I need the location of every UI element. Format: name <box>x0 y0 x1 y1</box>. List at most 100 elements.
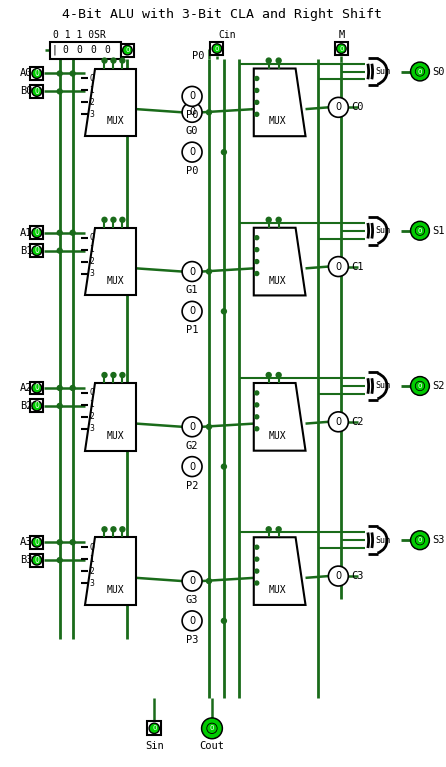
Polygon shape <box>254 383 306 451</box>
Text: 0: 0 <box>335 262 342 272</box>
Circle shape <box>120 58 125 63</box>
Text: 0: 0 <box>90 233 95 242</box>
Text: |: | <box>52 44 58 55</box>
Circle shape <box>207 723 217 733</box>
Circle shape <box>255 391 259 395</box>
Text: 0: 0 <box>34 246 39 255</box>
Text: 0 1 1 0SR: 0 1 1 0SR <box>53 30 106 40</box>
Circle shape <box>203 719 221 737</box>
Circle shape <box>33 556 41 565</box>
Text: G2: G2 <box>186 441 198 451</box>
Bar <box>30 226 43 239</box>
Circle shape <box>417 383 424 390</box>
Circle shape <box>182 571 202 591</box>
Text: 4-Bit ALU with 3-Bit CLA and Right Shift: 4-Bit ALU with 3-Bit CLA and Right Shift <box>62 8 382 21</box>
Circle shape <box>70 230 75 235</box>
Text: 1: 1 <box>90 400 94 410</box>
Circle shape <box>33 538 41 547</box>
Circle shape <box>416 226 424 235</box>
Circle shape <box>412 378 428 394</box>
Circle shape <box>57 540 62 545</box>
Circle shape <box>150 724 159 732</box>
Polygon shape <box>85 68 136 137</box>
Text: 0: 0 <box>34 538 39 547</box>
Circle shape <box>70 386 75 390</box>
Circle shape <box>276 527 281 532</box>
Text: P3: P3 <box>186 635 198 645</box>
Text: 0: 0 <box>418 383 422 389</box>
Circle shape <box>206 578 211 584</box>
Text: G1: G1 <box>186 285 198 295</box>
Circle shape <box>102 58 107 63</box>
Text: Cin: Cin <box>218 30 236 40</box>
Circle shape <box>57 71 62 76</box>
Polygon shape <box>85 383 136 451</box>
Bar <box>50 41 121 58</box>
Circle shape <box>417 68 424 75</box>
Circle shape <box>70 540 75 545</box>
Circle shape <box>182 416 202 436</box>
Text: B3: B3 <box>20 555 33 565</box>
Text: Sum: Sum <box>376 535 391 545</box>
Text: S1: S1 <box>432 225 444 235</box>
Polygon shape <box>254 228 306 295</box>
Text: 1: 1 <box>90 555 94 564</box>
Circle shape <box>328 257 348 277</box>
Text: 0: 0 <box>418 537 422 543</box>
Text: P2: P2 <box>186 481 198 491</box>
Text: S3: S3 <box>432 535 444 545</box>
Text: B0: B0 <box>20 87 33 97</box>
Text: 0: 0 <box>34 555 39 565</box>
Text: 0: 0 <box>34 401 39 410</box>
Circle shape <box>182 102 202 122</box>
Text: 0: 0 <box>418 68 422 74</box>
Circle shape <box>266 527 271 532</box>
Circle shape <box>206 424 211 430</box>
Text: 0: 0 <box>34 229 39 237</box>
Text: Sum: Sum <box>376 381 391 390</box>
Text: 0: 0 <box>63 45 69 55</box>
Polygon shape <box>254 68 306 137</box>
Bar <box>30 400 43 413</box>
Circle shape <box>182 87 202 107</box>
Text: B1: B1 <box>20 245 33 255</box>
Circle shape <box>337 44 346 53</box>
Text: 2: 2 <box>90 257 94 266</box>
Circle shape <box>33 402 41 410</box>
Text: P0: P0 <box>191 51 204 61</box>
Circle shape <box>328 412 348 432</box>
Text: 0: 0 <box>189 616 195 626</box>
Circle shape <box>182 611 202 630</box>
Text: B2: B2 <box>20 401 33 411</box>
Circle shape <box>221 618 227 624</box>
Text: 0: 0 <box>189 147 195 157</box>
Circle shape <box>202 718 223 739</box>
Text: A1: A1 <box>20 228 33 238</box>
Circle shape <box>213 44 221 53</box>
Circle shape <box>120 527 125 532</box>
Circle shape <box>410 531 429 550</box>
Text: MUX: MUX <box>268 117 286 127</box>
Circle shape <box>111 373 116 377</box>
Circle shape <box>416 67 424 76</box>
Text: S2: S2 <box>432 381 444 391</box>
Text: C2: C2 <box>351 416 364 426</box>
Text: 0: 0 <box>152 726 157 731</box>
Circle shape <box>102 373 107 377</box>
Text: S0: S0 <box>432 67 444 77</box>
Circle shape <box>328 97 348 117</box>
Text: 0: 0 <box>189 576 195 586</box>
Text: 0: 0 <box>335 571 342 581</box>
Circle shape <box>255 403 259 407</box>
Text: 3: 3 <box>90 110 95 119</box>
Polygon shape <box>85 537 136 605</box>
Text: P1: P1 <box>186 325 198 335</box>
Circle shape <box>33 229 41 237</box>
Circle shape <box>208 724 216 732</box>
Text: 0: 0 <box>189 422 195 432</box>
Circle shape <box>70 71 75 76</box>
Circle shape <box>266 58 271 63</box>
Bar <box>335 42 348 55</box>
Circle shape <box>328 566 348 586</box>
Text: 2: 2 <box>90 98 94 107</box>
